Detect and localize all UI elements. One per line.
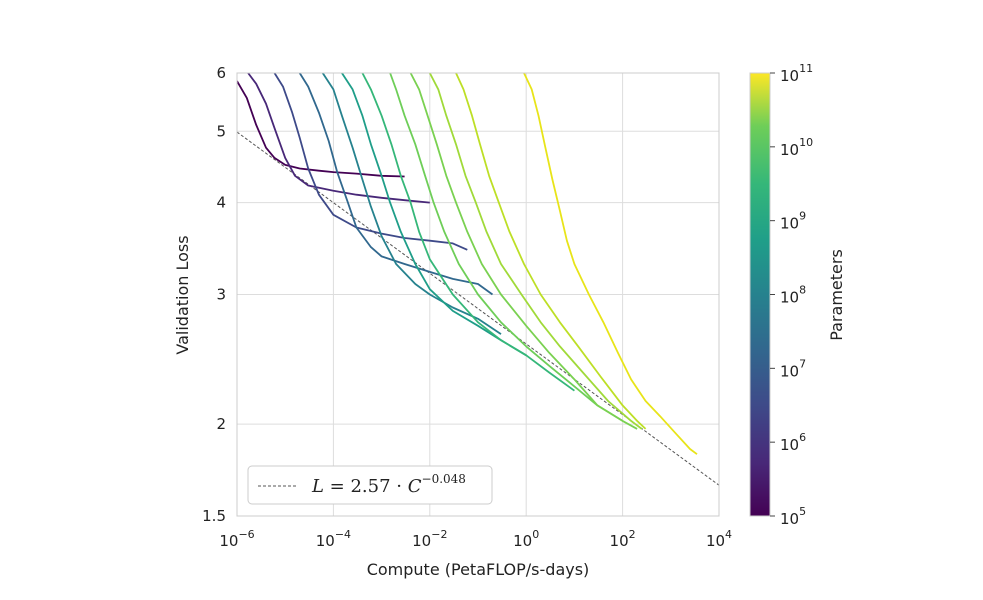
y-tick-label-5: 6 (216, 64, 226, 82)
series-line-10 (455, 73, 647, 430)
colorbar-tick-label-0: 105 (780, 505, 806, 528)
colorbar-tick-label-4: 109 (780, 210, 806, 233)
series-line-8 (409, 73, 638, 430)
x-tick-label-1: 10−4 (316, 528, 351, 550)
y-tick-label-3: 4 (216, 194, 226, 212)
colorbar-tick-label-1: 106 (780, 431, 806, 454)
colorbar-tick-label-6: 1011 (780, 62, 813, 85)
colorbar-tick-labels: 105 106 107 108 109 1010 1011 (770, 62, 813, 528)
x-tick-label-3: 100 (513, 528, 539, 550)
series-line-3 (298, 73, 494, 296)
series-line-11 (523, 73, 698, 455)
series-line-1 (247, 73, 430, 204)
x-tick-label-0: 10−6 (219, 528, 254, 550)
x-tick-labels: 10−6 10−4 10−2 100 102 104 (219, 528, 732, 550)
x-axis-label: Compute (PetaFLOP/s-days) (367, 560, 590, 579)
plot-frame (236, 72, 720, 517)
legend-label: L = 2.57 · C−0.048 (311, 472, 466, 497)
y-tick-label-0: 1.5 (202, 507, 226, 525)
legend-equals: = 2.57 · (324, 476, 408, 497)
y-tick-label-1: 2 (216, 415, 226, 433)
colorbar: 105 106 107 108 109 1010 1011 Parameters (749, 62, 846, 528)
y-axis-label: Validation Loss (173, 235, 192, 354)
legend-box (247, 465, 493, 505)
colorbar-gradient (750, 73, 770, 516)
series-line-6 (361, 73, 575, 392)
series-line-5 (341, 73, 527, 357)
colorbar-tick-label-2: 107 (780, 357, 806, 380)
legend: L = 2.57 · C−0.048 (247, 465, 493, 505)
series-line-7 (389, 73, 624, 422)
series-line-9 (429, 73, 643, 430)
series-line-4 (321, 73, 502, 335)
legend-var: C (408, 476, 422, 497)
y-tick-label-4: 5 (216, 122, 226, 140)
colorbar-tick-label-5: 1010 (780, 136, 813, 159)
x-tick-label-4: 102 (610, 528, 636, 550)
x-tick-label-5: 104 (706, 528, 732, 550)
series-lines (237, 73, 698, 455)
legend-lhs: L (311, 476, 324, 497)
colorbar-label: Parameters (827, 249, 846, 341)
y-tick-label-2: 3 (216, 286, 226, 304)
x-tick-label-2: 10−2 (412, 528, 447, 550)
y-tick-labels: 1.5 2 3 4 5 6 (202, 64, 226, 525)
colorbar-tick-label-3: 108 (780, 284, 806, 307)
series-line-2 (273, 73, 468, 251)
legend-exponent: −0.048 (422, 472, 466, 486)
